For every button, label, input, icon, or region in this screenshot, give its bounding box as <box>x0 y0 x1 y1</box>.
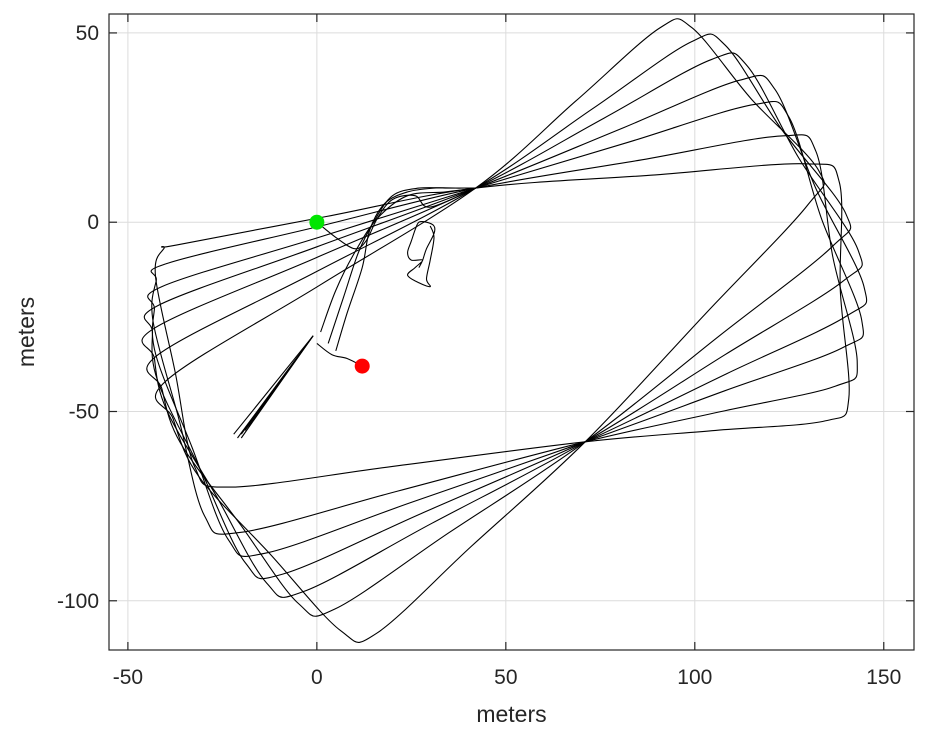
markers <box>309 214 370 374</box>
trajectory-loop <box>141 52 863 598</box>
grid <box>109 14 914 650</box>
trajectory-loop <box>143 74 868 580</box>
central-segment-end-tail <box>316 342 363 367</box>
axis-ticks: -50 0 50 100 150 50 0 -50 -100 <box>57 14 914 689</box>
y-axis-title: meters <box>13 297 39 367</box>
y-tick-label: -50 <box>69 401 99 424</box>
plot-frame <box>108 13 915 651</box>
trajectory-loop <box>154 18 825 643</box>
small-loop <box>407 220 436 288</box>
x-tick-label: 100 <box>677 666 712 689</box>
y-tick-label: 50 <box>76 22 99 45</box>
trajectory-loop <box>146 33 852 617</box>
x-tick-label: -50 <box>113 666 143 689</box>
x-tick-label: 50 <box>494 666 517 689</box>
fan-line <box>233 335 314 435</box>
trajectory-loop <box>147 100 864 557</box>
end-marker <box>354 358 370 374</box>
trajectory-loop <box>154 163 850 488</box>
x-axis-title: meters <box>476 701 546 727</box>
y-tick-label: 0 <box>87 211 99 234</box>
central-segment-mid-arc-1 <box>320 187 476 333</box>
x-tick-label: 0 <box>311 666 323 689</box>
x-tick-label: 150 <box>866 666 901 689</box>
start-marker <box>309 214 325 230</box>
y-tick-label: -100 <box>57 590 99 613</box>
trajectory-lines <box>141 18 868 643</box>
fan-line <box>240 335 314 439</box>
central-segment-mid-arc-3 <box>335 187 461 352</box>
